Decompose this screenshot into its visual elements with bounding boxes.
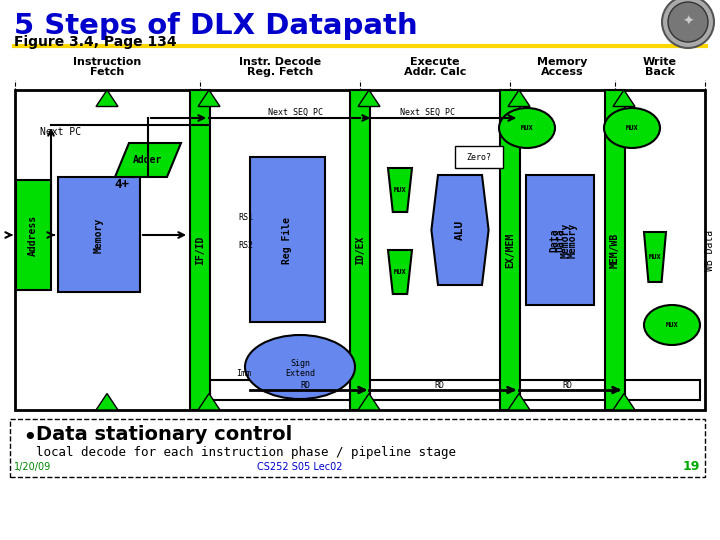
Polygon shape [198,90,220,106]
Polygon shape [613,90,635,106]
Polygon shape [431,175,489,285]
Text: RD: RD [434,381,444,389]
Polygon shape [613,394,635,410]
Text: •: • [22,426,37,450]
FancyBboxPatch shape [10,419,705,477]
Text: Address: Address [28,214,38,255]
Text: RD: RD [300,381,310,389]
Polygon shape [508,90,530,106]
Text: Access: Access [541,67,583,77]
Text: MUX: MUX [394,187,406,193]
Polygon shape [388,168,412,212]
Text: 19: 19 [683,460,700,473]
Text: Memory: Memory [94,218,104,253]
Text: Extend: Extend [285,368,315,377]
Text: WB Data: WB Data [705,230,715,271]
Ellipse shape [245,335,355,399]
Text: Instruction: Instruction [73,57,141,67]
Polygon shape [358,90,380,106]
Text: Reg File: Reg File [282,217,292,264]
Text: Data: Data [555,228,565,252]
Text: RS2: RS2 [238,240,253,249]
Bar [250,157,325,322]
Text: Fetch: Fetch [90,67,124,77]
Text: Memory: Memory [537,57,588,67]
Text: MUX: MUX [626,125,639,131]
Text: Next PC: Next PC [40,127,81,137]
Text: ✦: ✦ [682,15,694,29]
Text: Sign: Sign [290,360,310,368]
Text: ID/EX: ID/EX [355,235,365,265]
Ellipse shape [668,2,708,42]
Text: Back: Back [645,67,675,77]
Bar [210,380,700,400]
Ellipse shape [644,305,700,345]
Ellipse shape [662,0,714,48]
Polygon shape [388,250,412,294]
Text: Next SEQ PC: Next SEQ PC [268,107,323,117]
Text: Data stationary control: Data stationary control [36,425,292,444]
Polygon shape [508,394,530,410]
Text: RD: RD [562,381,572,389]
Text: Next SEQ PC: Next SEQ PC [400,107,455,117]
Text: Memory: Memory [568,222,578,258]
Bar [350,90,370,410]
Text: Execute: Execute [410,57,460,67]
Polygon shape [198,394,220,410]
Text: MUX: MUX [521,125,534,131]
Polygon shape [115,143,181,177]
Text: Zero?: Zero? [467,152,492,161]
Text: MUX: MUX [649,254,662,260]
Text: EX/MEM: EX/MEM [505,232,515,268]
Text: local decode for each instruction phase / pipeline stage: local decode for each instruction phase … [36,446,456,459]
Text: ALU: ALU [455,220,465,240]
Text: Addr. Calc: Addr. Calc [404,67,466,77]
Polygon shape [644,232,666,282]
Bar [526,175,594,305]
Text: Data
Memory: Data Memory [549,222,571,258]
Text: RS1: RS1 [238,213,253,222]
Bar [58,177,140,292]
Text: Write: Write [643,57,677,67]
Polygon shape [96,394,118,410]
Text: MUX: MUX [665,322,678,328]
Text: Imm: Imm [236,368,251,377]
Text: CS252 S05 Lec02: CS252 S05 Lec02 [257,462,343,472]
Bar [190,90,210,410]
Text: IF/ID: IF/ID [195,235,205,265]
Ellipse shape [499,108,555,148]
Bar [605,90,625,410]
Bar [455,146,503,168]
Text: MEM/WB: MEM/WB [610,232,620,268]
Text: Instr. Decode: Instr. Decode [239,57,321,67]
Bar [16,180,51,290]
Polygon shape [96,90,118,106]
Text: 5 Steps of DLX Datapath: 5 Steps of DLX Datapath [14,12,418,40]
Text: Adder: Adder [133,155,163,165]
Ellipse shape [604,108,660,148]
Text: 1/20/09: 1/20/09 [14,462,51,472]
Text: 4+: 4+ [114,179,130,192]
Text: MUX: MUX [394,269,406,275]
Bar [15,90,705,410]
Polygon shape [358,394,380,410]
Bar [500,90,520,410]
Text: Figure 3.4, Page 134: Figure 3.4, Page 134 [14,35,176,49]
Text: Reg. Fetch: Reg. Fetch [247,67,313,77]
